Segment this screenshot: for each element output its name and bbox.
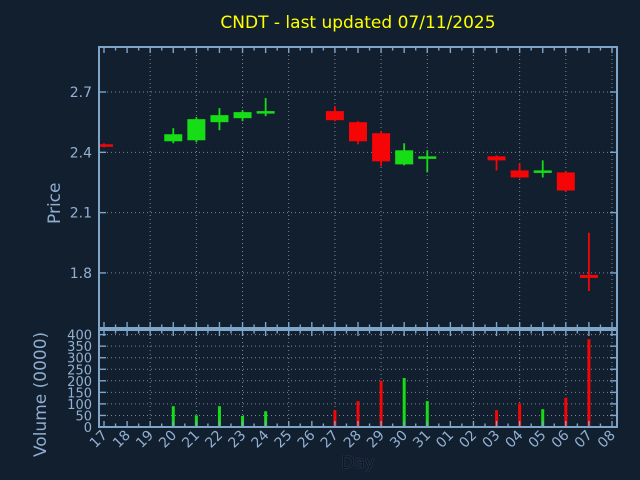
volume-tick-label: 50	[75, 409, 92, 424]
volume-bar	[171, 406, 175, 427]
x-tick-label: 22	[202, 428, 226, 452]
candle-body	[256, 111, 275, 114]
chart-title: CNDT - last updated 07/11/2025	[220, 13, 496, 33]
candle-body	[349, 122, 367, 142]
candle-body	[533, 170, 552, 173]
x-tick-label: 24	[249, 427, 273, 451]
x-tick-label: 20	[156, 428, 180, 452]
price-tick-label: 2.4	[70, 145, 92, 161]
x-tick-label: 28	[341, 428, 365, 452]
candle-body	[418, 156, 437, 159]
price-tick-label: 1.8	[70, 266, 92, 282]
volume-bar	[518, 403, 522, 427]
x-tick-label: 06	[549, 427, 573, 451]
candle-body	[99, 144, 113, 147]
volume-tick-label: 400	[67, 329, 92, 344]
volume-tick-label: 200	[67, 375, 92, 390]
candle-body	[579, 274, 598, 278]
price-tick-label: 2.7	[70, 85, 92, 101]
volume-axis-label: Volume (0000)	[31, 331, 51, 457]
x-tick-label: 21	[179, 428, 203, 452]
candle-body	[372, 133, 391, 162]
x-tick-label: 02	[456, 428, 480, 452]
x-tick-label: 01	[433, 428, 457, 452]
x-tick-label: 30	[387, 428, 411, 452]
volume-bar	[217, 406, 221, 427]
volume-tick-label: 150	[67, 386, 92, 401]
candle-body	[556, 172, 575, 191]
candle-body	[487, 156, 506, 161]
volume-bar	[587, 339, 591, 427]
volume-bar	[356, 401, 360, 427]
candle-body	[187, 119, 206, 141]
x-tick-label: 26	[295, 427, 319, 451]
volume-bar	[333, 410, 337, 427]
candle-body	[233, 112, 252, 119]
volume-bar	[425, 401, 429, 427]
volume-bar	[264, 411, 268, 427]
x-tick-label: 27	[318, 428, 342, 452]
volume-bar	[402, 378, 406, 427]
x-tick-label: 07	[572, 428, 596, 452]
x-tick-label: 18	[110, 428, 134, 452]
volume-bar	[495, 410, 499, 427]
axis-spine	[98, 46, 618, 329]
candle-body	[164, 134, 183, 142]
volume-bar	[564, 397, 568, 427]
x-tick-label: 31	[410, 428, 434, 452]
candle-body	[210, 115, 229, 123]
x-tick-label: 08	[595, 428, 619, 452]
price-tick-label: 2.1	[70, 206, 92, 222]
x-tick-label: 23	[225, 428, 249, 452]
volume-panel	[99, 330, 617, 427]
x-tick-label: 19	[133, 428, 157, 452]
x-tick-label: 04	[503, 427, 527, 451]
candle-body	[510, 170, 529, 178]
x-tick-label: 25	[272, 428, 296, 452]
x-tick-label: 03	[479, 428, 503, 452]
x-tick-label: 05	[526, 428, 550, 452]
volume-bar	[541, 409, 545, 427]
candle-body	[325, 111, 344, 121]
volume-tick-label: 300	[67, 352, 92, 367]
volume-tick-label: 0	[84, 421, 92, 436]
volume-tick-label: 250	[67, 363, 92, 378]
x-axis-label: Day	[341, 453, 375, 473]
price-axis-label: Price	[45, 182, 65, 224]
price-panel	[99, 47, 617, 328]
volume-tick-label: 100	[67, 398, 92, 413]
volume-tick-label: 350	[67, 340, 92, 355]
candle-body	[395, 150, 414, 165]
x-tick-label: 29	[364, 428, 388, 452]
volume-bar	[379, 380, 383, 427]
